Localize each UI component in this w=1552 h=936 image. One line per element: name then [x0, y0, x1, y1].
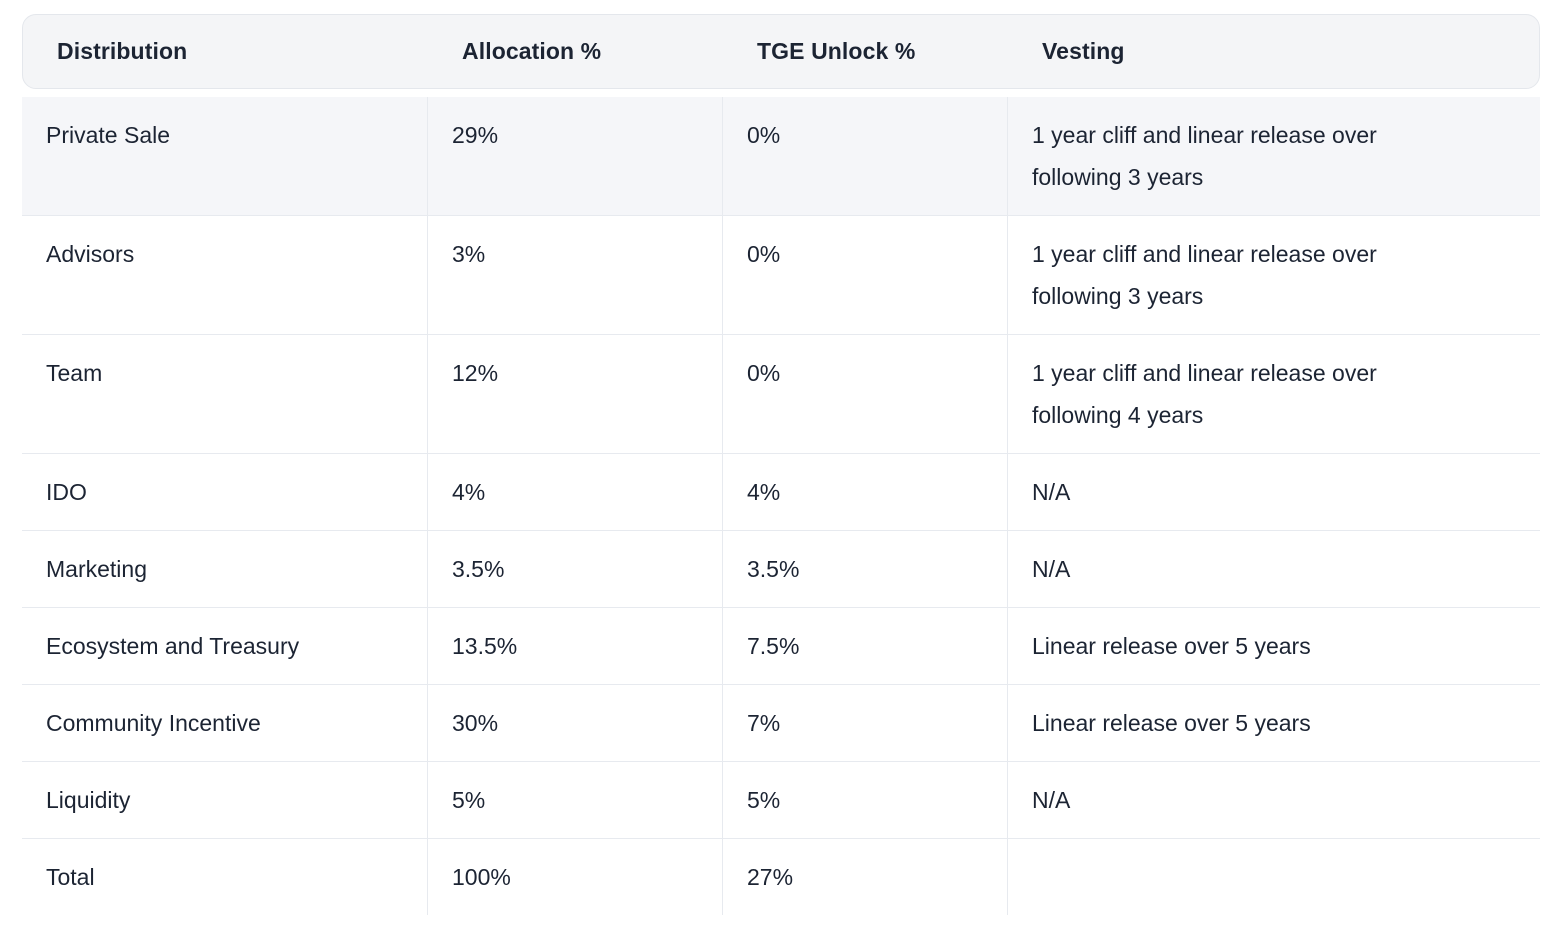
- table-row: Advisors 3% 0% 1 year cliff and linear r…: [22, 215, 1540, 334]
- cell-vesting: N/A: [1007, 454, 1540, 530]
- table-body: Private Sale 29% 0% 1 year cliff and lin…: [22, 97, 1540, 915]
- column-header-tge-unlock: TGE Unlock %: [757, 38, 916, 64]
- cell-allocation: 12%: [427, 335, 722, 453]
- cell-distribution: Ecosystem and Treasury: [46, 633, 300, 659]
- table-header-row: Distribution Allocation % TGE Unlock % V…: [22, 14, 1540, 89]
- cell-allocation: 5%: [427, 762, 722, 838]
- page: Distribution Allocation % TGE Unlock % V…: [22, 14, 1540, 915]
- cell-tge-unlock: 7.5%: [722, 608, 1007, 684]
- cell-tge-unlock: 27%: [722, 839, 1007, 915]
- cell-tge-unlock: 4%: [722, 454, 1007, 530]
- cell-distribution: Team: [46, 360, 103, 386]
- cell-distribution: Private Sale: [46, 122, 171, 148]
- cell-vesting: Linear release over 5 years: [1007, 685, 1540, 761]
- cell-distribution: Advisors: [46, 241, 135, 267]
- table-row: Team 12% 0% 1 year cliff and linear rele…: [22, 334, 1540, 453]
- cell-vesting: N/A: [1007, 531, 1540, 607]
- table-row: Private Sale 29% 0% 1 year cliff and lin…: [22, 97, 1540, 215]
- cell-vesting: [1007, 839, 1540, 915]
- table-row: IDO 4% 4% N/A: [22, 453, 1540, 530]
- cell-tge-unlock: 0%: [722, 97, 1007, 215]
- cell-vesting: Linear release over 5 years: [1007, 608, 1540, 684]
- cell-distribution: Marketing: [46, 556, 147, 582]
- cell-distribution: Total: [46, 864, 95, 890]
- table-row: Marketing 3.5% 3.5% N/A: [22, 530, 1540, 607]
- cell-allocation: 4%: [427, 454, 722, 530]
- cell-allocation: 30%: [427, 685, 722, 761]
- cell-distribution: Liquidity: [46, 787, 131, 813]
- cell-tge-unlock: 0%: [722, 335, 1007, 453]
- column-header-distribution: Distribution: [57, 38, 188, 64]
- cell-tge-unlock: 5%: [722, 762, 1007, 838]
- cell-vesting: 1 year cliff and linear release over fol…: [1007, 216, 1540, 334]
- column-header-allocation: Allocation %: [462, 38, 602, 64]
- column-header-vesting: Vesting: [1042, 38, 1125, 64]
- cell-allocation: 3%: [427, 216, 722, 334]
- distribution-table: Distribution Allocation % TGE Unlock % V…: [22, 14, 1540, 915]
- cell-allocation: 29%: [427, 97, 722, 215]
- cell-vesting: N/A: [1007, 762, 1540, 838]
- cell-allocation: 100%: [427, 839, 722, 915]
- cell-distribution: IDO: [46, 479, 87, 505]
- cell-distribution: Community Incentive: [46, 710, 261, 736]
- table-row: Ecosystem and Treasury 13.5% 7.5% Linear…: [22, 607, 1540, 684]
- cell-tge-unlock: 0%: [722, 216, 1007, 334]
- cell-allocation: 13.5%: [427, 608, 722, 684]
- cell-vesting: 1 year cliff and linear release over fol…: [1007, 97, 1540, 215]
- cell-vesting: 1 year cliff and linear release over fol…: [1007, 335, 1540, 453]
- table-row: Liquidity 5% 5% N/A: [22, 761, 1540, 838]
- cell-tge-unlock: 3.5%: [722, 531, 1007, 607]
- cell-tge-unlock: 7%: [722, 685, 1007, 761]
- cell-allocation: 3.5%: [427, 531, 722, 607]
- table-row: Total 100% 27%: [22, 838, 1540, 915]
- table-row: Community Incentive 30% 7% Linear releas…: [22, 684, 1540, 761]
